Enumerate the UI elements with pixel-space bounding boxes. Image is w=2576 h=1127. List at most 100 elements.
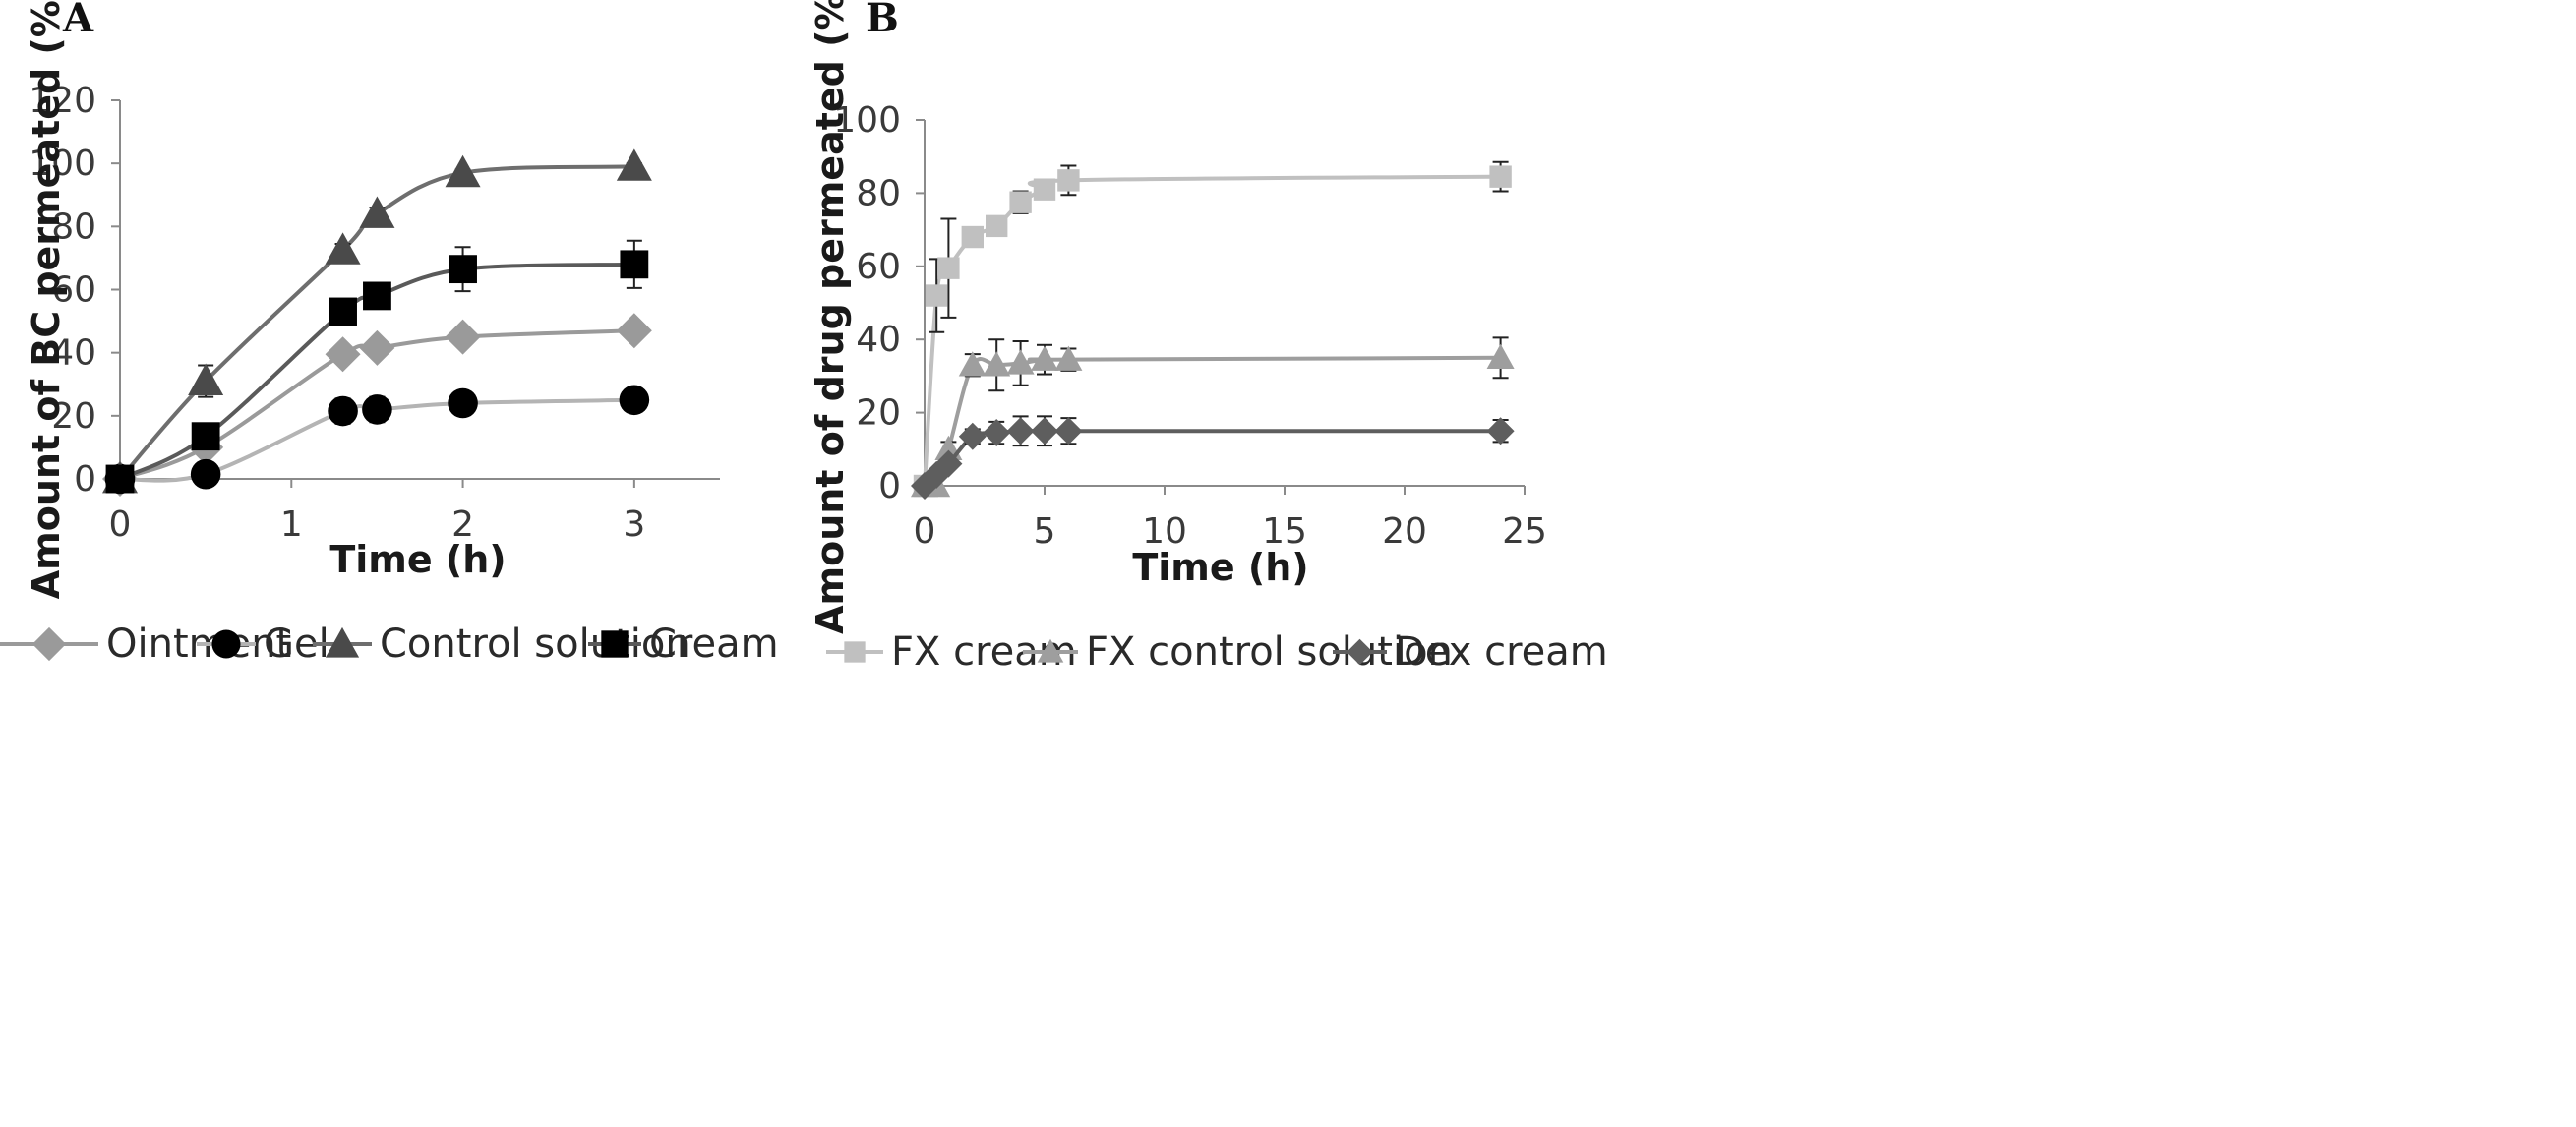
y-tick-label: 40 <box>856 320 901 360</box>
data-point <box>449 255 477 284</box>
legend-item: Cream <box>588 622 779 667</box>
data-point <box>1031 345 1058 371</box>
data-point <box>958 422 987 450</box>
x-tick-label: 5 <box>1034 511 1056 552</box>
legend-item: Dex cream <box>1333 629 1608 675</box>
y-tick-label: 80 <box>856 173 901 213</box>
chart-panel-a: A 0 20 40 60 80 100 120 0 1 2 3 Time (h) Amount of BC… <box>0 0 779 667</box>
x-tick-label: 3 <box>623 504 645 545</box>
legend-item: FX control solution <box>1023 629 1453 675</box>
data-point <box>934 449 963 478</box>
data-point <box>616 313 652 349</box>
data-point <box>1033 178 1056 201</box>
data-point <box>325 232 361 265</box>
data-point <box>363 281 391 311</box>
data-point <box>325 336 361 373</box>
data-point <box>362 394 392 425</box>
legend-item: Ointment <box>0 622 291 667</box>
y-tick-label: 100 <box>833 100 901 141</box>
y-axis-title: Amount of BC permeated (%) <box>25 0 68 599</box>
legend-marker-icon <box>1347 638 1373 666</box>
series-fx-control-solution <box>911 336 1515 498</box>
data-point <box>616 148 652 181</box>
chart-panel-b: B 0 20 40 60 80 100 0 5 10 15 20 25 Time (h) Amount of… <box>809 0 1608 675</box>
legend-marker-icon <box>211 629 241 659</box>
data-point <box>445 319 481 355</box>
y-tick-label: 0 <box>74 459 96 500</box>
data-point <box>961 225 984 249</box>
legend-label: Control solution <box>380 622 690 667</box>
data-point <box>983 351 1011 377</box>
data-point <box>1006 349 1035 375</box>
data-point <box>105 464 135 494</box>
data-point <box>937 257 960 279</box>
data-point <box>620 250 649 279</box>
series-cream <box>105 239 649 494</box>
panel-label: B <box>866 0 899 41</box>
y-tick-label: 0 <box>878 466 901 506</box>
data-point <box>359 196 395 228</box>
x-tick-label: 0 <box>914 511 936 552</box>
x-tick-label: 10 <box>1142 511 1187 552</box>
data-point <box>448 387 478 419</box>
data-point <box>1057 169 1080 192</box>
series-dex-cream <box>911 415 1515 500</box>
y-tick-label: 120 <box>29 81 96 121</box>
data-point <box>328 395 358 427</box>
data-point <box>359 329 395 366</box>
y-tick-label: 80 <box>51 207 96 247</box>
data-point <box>1054 417 1083 445</box>
series-fx-cream <box>913 160 1512 498</box>
y-tick-label: 60 <box>856 247 901 287</box>
data-point <box>190 458 221 490</box>
x-tick-label: 2 <box>451 504 474 545</box>
y-tick-label: 100 <box>29 144 96 184</box>
y-axis-title: Amount of drug permeated (%) <box>809 0 852 634</box>
data-point <box>1006 417 1035 445</box>
legend-marker-icon <box>325 626 360 658</box>
series-line <box>924 355 1501 491</box>
data-point <box>1009 191 1032 213</box>
data-point <box>1489 165 1512 188</box>
legend-marker-icon <box>1037 638 1064 663</box>
y-tick-label: 40 <box>51 333 96 374</box>
data-point <box>191 422 220 451</box>
data-point <box>188 363 224 395</box>
series-line <box>923 174 1501 487</box>
y-tick-label: 60 <box>51 270 96 311</box>
legend-marker-icon <box>844 641 866 663</box>
legend-label: Cream <box>649 622 779 667</box>
x-axis-title: Time (h) <box>329 538 506 581</box>
data-point <box>983 419 1011 447</box>
data-point <box>1486 343 1515 369</box>
panel-label: A <box>62 0 94 41</box>
data-point <box>329 297 357 326</box>
data-point <box>1031 417 1058 445</box>
legend-marker-icon <box>31 626 67 662</box>
data-point <box>926 284 948 307</box>
x-tick-label: 0 <box>109 504 132 545</box>
data-point <box>986 214 1008 238</box>
y-tick-label: 20 <box>51 396 96 437</box>
x-tick-label: 20 <box>1382 511 1427 552</box>
series-line <box>118 164 634 481</box>
data-point <box>445 154 481 188</box>
data-point <box>958 351 987 377</box>
x-tick-label: 15 <box>1262 511 1307 552</box>
legend-label: Dex cream <box>1395 629 1608 675</box>
x-tick-label: 1 <box>280 504 303 545</box>
legend-item: Gel <box>197 622 329 667</box>
data-point <box>1486 417 1515 445</box>
x-tick-label: 25 <box>1502 511 1547 552</box>
series-line <box>923 429 1501 488</box>
legend-label: FX control solution <box>1086 629 1453 675</box>
data-point <box>619 385 650 416</box>
series-control-solution <box>102 148 652 494</box>
legend-marker-icon <box>601 630 629 658</box>
x-axis-title: Time (h) <box>1132 546 1308 589</box>
data-point <box>1054 345 1083 371</box>
